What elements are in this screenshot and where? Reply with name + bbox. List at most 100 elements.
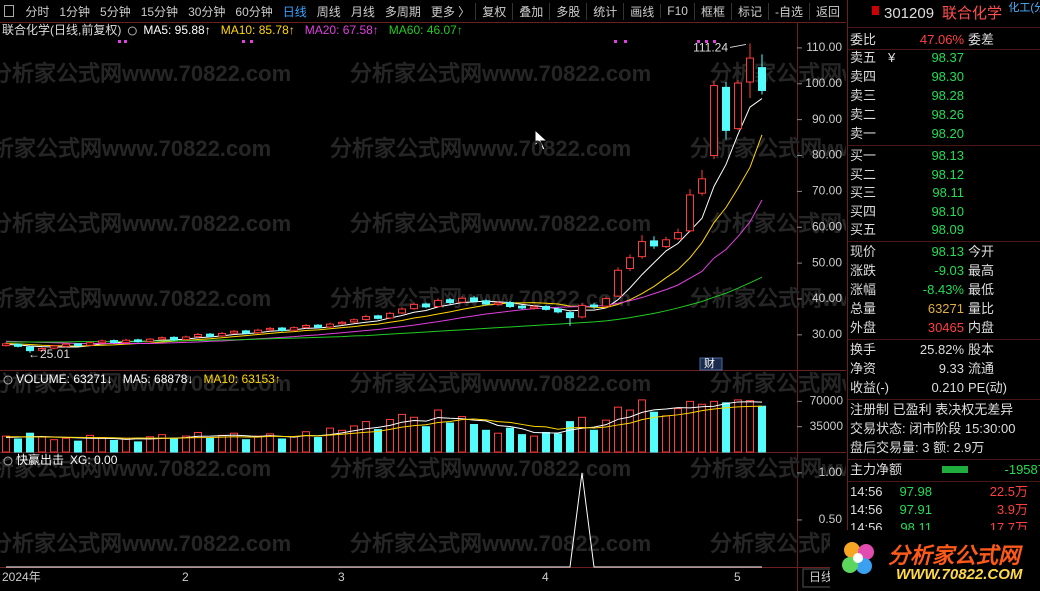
period-tab[interactable]: 多周期 [384, 4, 421, 19]
candle-body [710, 85, 718, 156]
period-tab[interactable]: 更多 〉 [430, 4, 471, 19]
tool-button[interactable]: 框框 [693, 2, 731, 20]
x-tick-label: 2024年 [2, 570, 41, 584]
candle-body [74, 343, 82, 347]
y-tick-label: 50.00 [812, 255, 842, 269]
quote-value: 98.13 [931, 244, 964, 259]
volume-bar [614, 406, 622, 453]
quote-panel: 301209 联合化学 化工(分 委比 47.06% 委差 卖五 98.37 卖四 98.30 卖三… [847, 0, 1040, 591]
period-tab[interactable]: 分时 [25, 4, 50, 19]
tool-button[interactable]: 多股 [549, 2, 586, 20]
candle-body [350, 319, 358, 323]
candle-body [314, 324, 322, 328]
volume-bar [146, 436, 154, 453]
volume-bar [626, 409, 634, 453]
divider [848, 241, 1040, 242]
candle-body [398, 308, 406, 314]
volume-bar [302, 431, 310, 453]
candle-body [290, 327, 298, 331]
volume-bar [122, 437, 130, 453]
low-annotation: ←25.01 [28, 347, 70, 361]
tool-button[interactable]: 画线 [623, 2, 660, 20]
panel-title: VOLUME: 63271↓ [16, 372, 113, 386]
y-tick-label: 70.00 [812, 184, 842, 198]
candle-body [98, 340, 106, 344]
volume-ma-line [6, 405, 763, 439]
quote-value: -8.43% [922, 282, 964, 297]
candle-body [146, 338, 154, 342]
volume-bar [254, 435, 262, 453]
period-tab[interactable]: 1分钟 [59, 4, 91, 19]
legend-entry: MA10: 63153↑ [203, 372, 280, 386]
event-marker[interactable] [713, 40, 716, 43]
y-tick-label: 1.00 [819, 465, 843, 479]
event-marker[interactable] [250, 40, 253, 43]
candle-body [434, 299, 442, 308]
volume-bar [86, 434, 94, 453]
watermark: 分析家公式网www.70822.com [690, 286, 846, 311]
volume-bar [542, 431, 550, 453]
quote-label: 最低 [968, 282, 995, 297]
bid-label: 买四 [850, 203, 877, 219]
period-tab[interactable]: 日线 [282, 4, 307, 19]
logo-title: 分析家公式网 [888, 543, 1021, 568]
candle-body [194, 333, 202, 338]
flow-label: 主力净额 [850, 462, 903, 477]
tool-button[interactable]: 标记 [730, 2, 768, 20]
volume-bar [590, 429, 598, 453]
period-tab[interactable]: 30分钟 [188, 4, 226, 19]
volume-bar [734, 399, 742, 453]
y-tick-label: 30.00 [812, 327, 842, 341]
volume-bar [314, 437, 322, 453]
y-tick-label: 60.00 [812, 219, 842, 233]
event-marker[interactable] [124, 40, 127, 43]
tool-button[interactable]: 统计 [586, 2, 623, 20]
volume-bar [710, 400, 718, 453]
volume-bar [182, 435, 190, 453]
event-marker[interactable] [614, 40, 617, 43]
period-label: 日线 [809, 570, 833, 584]
tool-button[interactable]: -自选 [767, 2, 809, 20]
legend-entry: MA10: 85.78↑ [221, 23, 295, 37]
period-tab[interactable]: 周线 [316, 4, 341, 19]
candle-body [746, 57, 754, 83]
y-tick-label: 70000 [810, 394, 844, 408]
volume-bar [350, 425, 358, 453]
event-marker[interactable] [242, 40, 245, 43]
event-marker[interactable] [118, 40, 121, 43]
period-tab[interactable]: 15分钟 [140, 4, 179, 19]
bid-label: 买二 [850, 166, 877, 182]
volume-bar [50, 439, 58, 453]
candle-body [266, 327, 274, 331]
candle-body [122, 339, 130, 343]
tool-button[interactable]: 返回 [808, 2, 846, 20]
tool-button[interactable]: F10 [660, 4, 694, 18]
event-marker[interactable] [624, 40, 627, 43]
volume-bar [266, 433, 274, 453]
divider [848, 399, 1040, 400]
candle-body [698, 178, 706, 194]
tool-button[interactable]: 叠加 [512, 2, 549, 20]
watermark: 分析家公式网www.70822.com [330, 456, 631, 481]
bid-price: 98.12 [931, 166, 964, 182]
divider [848, 339, 1040, 340]
period-tab[interactable]: 60分钟 [235, 4, 273, 19]
badge-box [699, 357, 723, 371]
event-marker[interactable] [705, 40, 708, 43]
tool-button[interactable]: 复权 [475, 2, 512, 20]
quote-label: PE(动) [968, 380, 1008, 395]
candle-body [206, 333, 214, 337]
volume-bar [158, 434, 166, 453]
candle-body [2, 343, 10, 347]
menu-icon[interactable] [4, 5, 15, 17]
event-marker[interactable] [697, 40, 700, 43]
watermark: 分析家公式网www.70822.com [710, 61, 846, 86]
ask-price: 98.28 [931, 88, 964, 103]
period-tab[interactable]: 月线 [350, 4, 375, 19]
period-tab[interactable]: 5分钟 [100, 4, 131, 19]
candle-body [578, 304, 586, 318]
info-line: 盘后交易量: 3 额: 2.9万 [850, 440, 985, 455]
industry: 化工(分 [1008, 2, 1040, 14]
watermark: 分析家公式网www.70822.com [710, 211, 846, 236]
quote-label: 外盘 [850, 320, 877, 335]
